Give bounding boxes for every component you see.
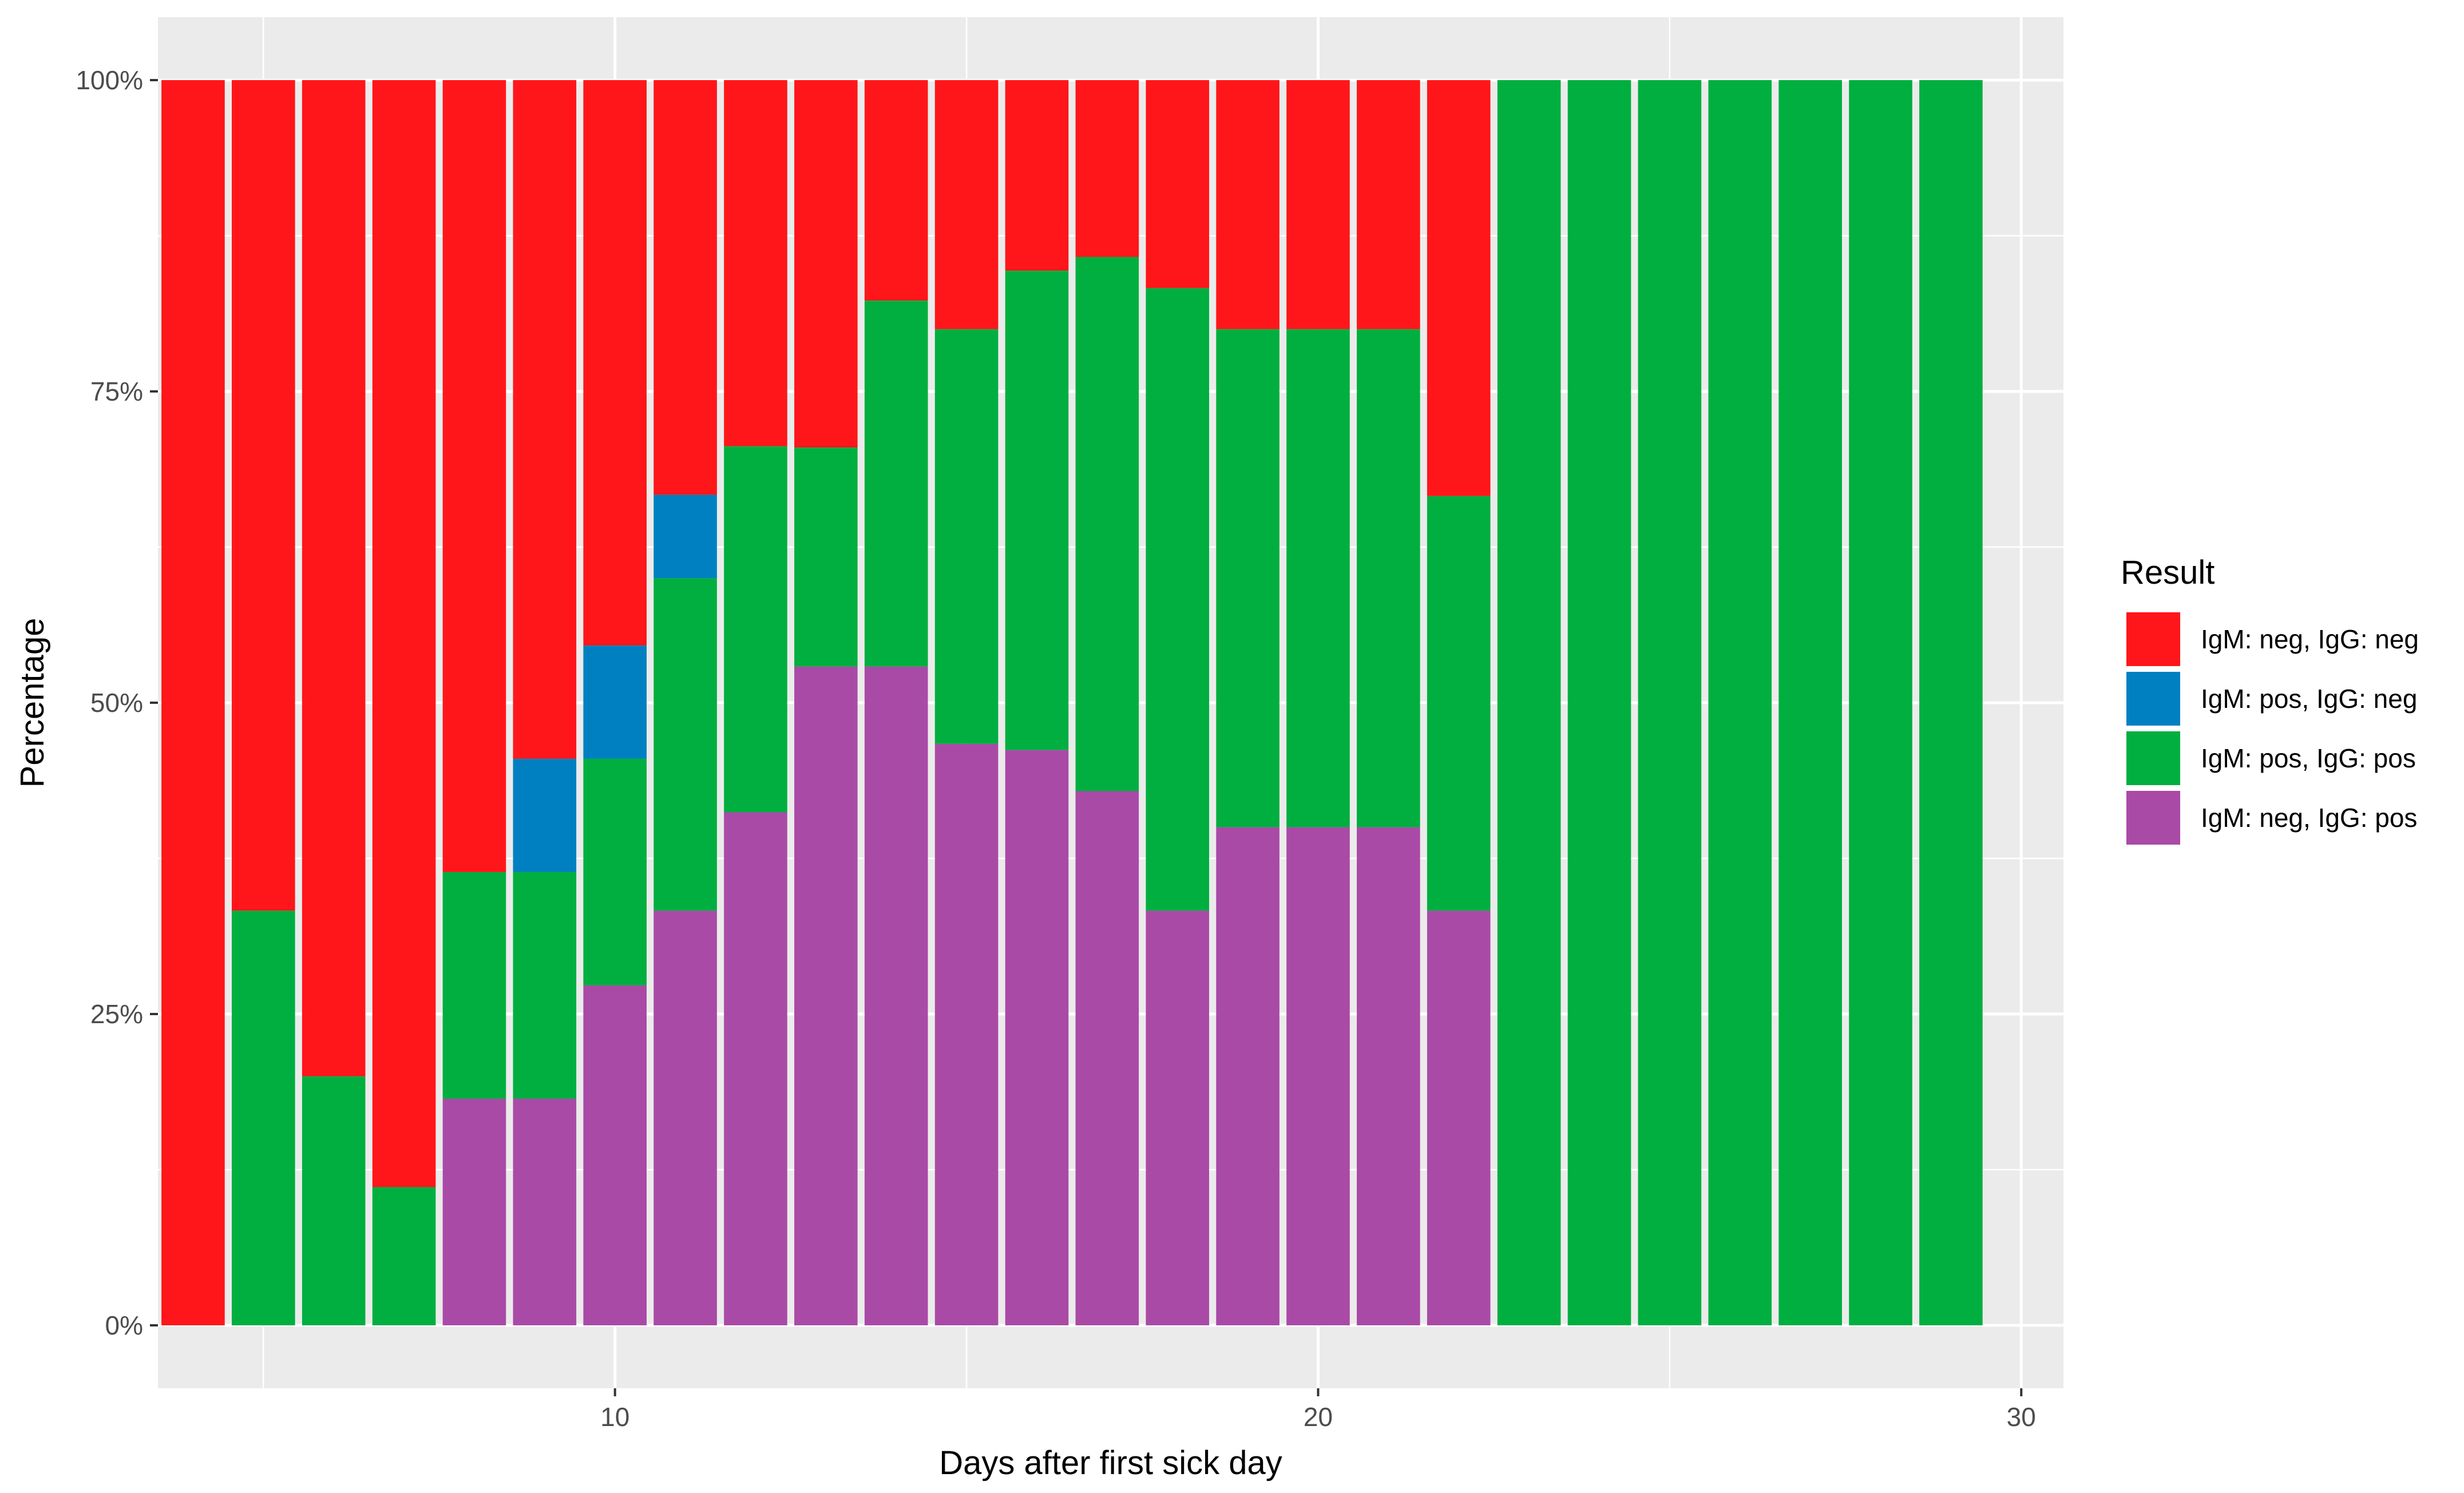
bar-segment bbox=[794, 447, 858, 667]
bar-segment bbox=[653, 910, 717, 1325]
bar-segment bbox=[794, 80, 858, 447]
bar-segment bbox=[583, 758, 647, 985]
bar-segment bbox=[1427, 910, 1491, 1325]
bar-segment bbox=[1708, 80, 1772, 1325]
bar-segment bbox=[513, 872, 577, 1099]
bar-segment bbox=[232, 910, 295, 1325]
bar-segment bbox=[1357, 827, 1420, 1325]
bar-segment bbox=[653, 80, 717, 495]
y-tick-label: 75% bbox=[90, 377, 143, 406]
x-tick-label: 30 bbox=[2007, 1402, 2036, 1432]
bar-segment bbox=[1427, 80, 1491, 496]
bars bbox=[161, 80, 1983, 1325]
bar-segment bbox=[1005, 80, 1069, 271]
bar-segment bbox=[653, 578, 717, 911]
bar-segment bbox=[1638, 80, 1702, 1325]
bar-segment bbox=[513, 1098, 577, 1325]
bar-segment bbox=[1216, 329, 1279, 827]
bar-segment bbox=[1286, 329, 1350, 827]
legend-key bbox=[2126, 731, 2180, 785]
x-tick-label: 10 bbox=[600, 1402, 629, 1432]
bar-segment bbox=[372, 80, 436, 1187]
bar-segment bbox=[1005, 750, 1069, 1325]
bar-segment bbox=[1075, 80, 1139, 257]
y-tick-label: 50% bbox=[90, 688, 143, 718]
bar-segment bbox=[1497, 80, 1561, 1325]
bar-segment bbox=[1919, 80, 1983, 1325]
bar-segment bbox=[864, 300, 928, 667]
bar-segment bbox=[583, 985, 647, 1325]
y-axis-title: Percentage bbox=[14, 618, 51, 788]
bar-segment bbox=[1286, 827, 1350, 1325]
bar-segment bbox=[1146, 80, 1210, 288]
bar-segment bbox=[724, 80, 787, 446]
bar-segment bbox=[724, 446, 787, 813]
y-tick-label: 25% bbox=[90, 999, 143, 1029]
y-tick-label: 100% bbox=[76, 65, 143, 95]
bar-segment bbox=[302, 1076, 366, 1325]
bar-segment bbox=[1216, 827, 1279, 1325]
bar-segment bbox=[1286, 80, 1350, 330]
bar-segment bbox=[1849, 80, 1912, 1325]
bar-segment bbox=[442, 872, 506, 1099]
bar-segment bbox=[372, 1187, 436, 1325]
legend-entry-label: IgM: neg, IgG: neg bbox=[2201, 624, 2419, 654]
legend: Result IgM: neg, IgG: neg IgM: pos, IgG: … bbox=[2121, 554, 2419, 845]
bar-segment bbox=[653, 494, 717, 579]
axes: 0% 25% 50% 75% 100% 10 20 30 bbox=[76, 65, 2036, 1432]
bar-segment bbox=[1427, 496, 1491, 911]
bar-segment bbox=[864, 666, 928, 1325]
legend-key bbox=[2126, 672, 2180, 726]
bar-segment bbox=[583, 645, 647, 759]
bar-segment bbox=[1357, 80, 1420, 330]
bar-segment bbox=[583, 80, 647, 645]
bar-segment bbox=[934, 329, 999, 744]
bar-segment bbox=[1567, 80, 1631, 1325]
legend-entry-label: IgM: pos, IgG: pos bbox=[2201, 743, 2416, 773]
bar-segment bbox=[1146, 288, 1210, 911]
bar-segment bbox=[1146, 910, 1210, 1325]
legend-title: Result bbox=[2121, 554, 2215, 591]
bar-segment bbox=[724, 812, 787, 1325]
bar-segment bbox=[302, 80, 366, 1076]
bar-segment bbox=[934, 743, 999, 1325]
bar-segment bbox=[1357, 329, 1420, 827]
bar-segment bbox=[1075, 256, 1139, 791]
bar-segment bbox=[1778, 80, 1842, 1325]
bar-segment bbox=[1075, 791, 1139, 1325]
legend-key bbox=[2126, 791, 2180, 845]
legend-entry-label: IgM: pos, IgG: neg bbox=[2201, 684, 2417, 714]
bar-segment bbox=[1216, 80, 1279, 330]
x-axis-title: Days after first sick day bbox=[939, 1444, 1282, 1482]
bar-segment bbox=[442, 1098, 506, 1325]
bar-segment bbox=[513, 758, 577, 872]
bar-segment bbox=[794, 666, 858, 1325]
bar-segment bbox=[864, 80, 928, 301]
bar-segment bbox=[1005, 270, 1069, 750]
bar-segment bbox=[161, 80, 225, 1325]
legend-key bbox=[2126, 612, 2180, 666]
bar-segment bbox=[442, 80, 506, 872]
y-tick-label: 0% bbox=[105, 1310, 143, 1340]
bar-segment bbox=[232, 80, 295, 911]
bar-segment bbox=[513, 80, 577, 759]
bar-segment bbox=[934, 80, 999, 330]
legend-entry-label: IgM: neg, IgG: pos bbox=[2201, 803, 2417, 833]
x-tick-label: 20 bbox=[1304, 1402, 1333, 1432]
